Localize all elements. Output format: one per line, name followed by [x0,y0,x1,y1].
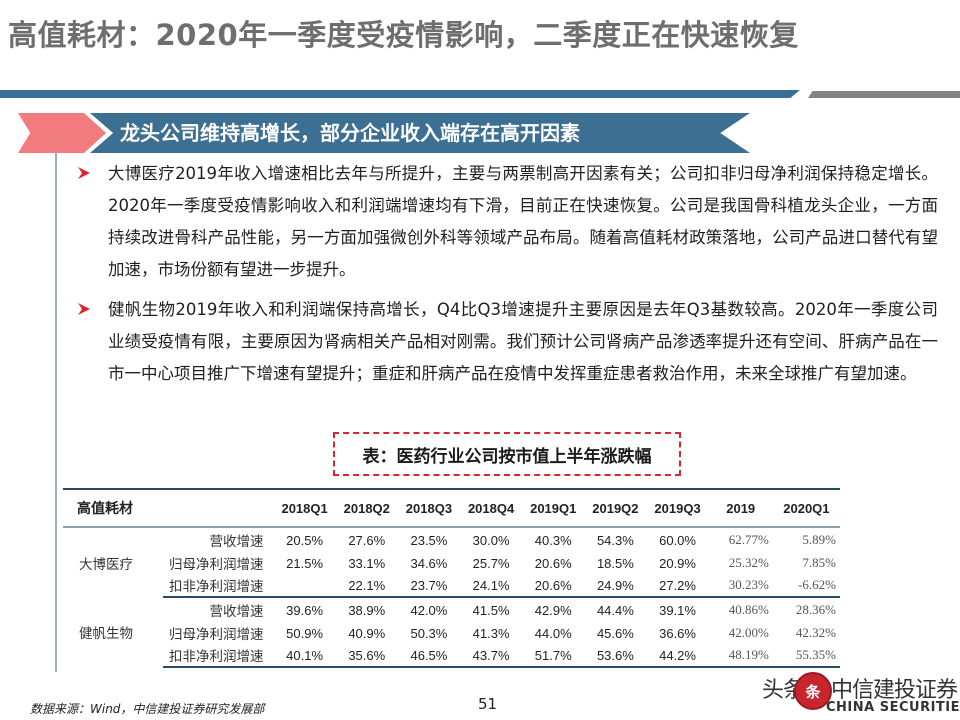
header-col: 2018Q2 [335,488,398,528]
table-cell: 39.1% [659,602,696,618]
table-cell: 41.5% [472,602,510,618]
metric-label: 扣非净利润增速 [163,644,274,668]
table-cell: 23.7% [397,574,460,598]
table-cell: 43.7% [460,644,523,668]
watermark-subtext: CHINA SECURITIES [826,700,960,715]
header-col: 2019Q1 [522,488,585,528]
table-cell: 36.6% [659,625,696,641]
header-col: 2019Q2 [584,488,647,528]
table-cell: 24.9% [584,574,647,598]
table-cell: 20.5% [286,532,324,548]
table-cell: 20.9% [659,555,696,571]
table-cell: 50.9% [286,625,324,641]
table-cell: 55.35% [772,644,840,668]
table-cell [273,574,336,598]
table-cell: 27.2% [646,574,709,598]
table-cell: 44.0% [534,625,572,641]
watermark: 头条 @中信建投证券 条 CHINA SECURITIES [762,666,960,720]
header-col: 2020Q1 [772,488,840,528]
table-cell: 51.7% [522,644,585,668]
table-cell: 42.0% [410,602,448,618]
banner-arrow-icon [18,113,106,153]
table-cell: 38.9% [348,602,386,618]
growth-table: 高值耗材 2018Q1 2018Q2 2018Q3 2018Q4 2019Q1 … [63,488,840,668]
header-col: 2019 [708,488,773,528]
table-cell: 22.1% [335,574,398,598]
metric-label: 归母净利润增速 [169,627,264,643]
table-cell: 39.6% [286,602,324,618]
company-name: 健帆生物 [79,626,133,642]
table-cell: 40.3% [534,532,572,548]
table-cell: 50.3% [410,625,448,641]
table-cell: 30.23% [708,574,773,598]
table-cell: 48.19% [708,644,773,668]
arrowhead-bullet-icon [78,167,90,179]
table-cell: 54.3% [596,532,634,548]
table-cell: 42.9% [534,602,572,618]
table-cell: 41.3% [472,625,510,641]
table-cell: 28.36% [795,602,836,617]
table-cell: 33.1% [348,555,386,571]
table-row: 扣非净利润增速 40.1% 35.6% 46.5% 43.7% 51.7% 53… [63,644,840,668]
table-cell: 60.0% [659,532,696,548]
header-rule-gray [808,91,960,98]
table-cell: 21.5% [286,555,324,571]
metric-label: 扣非净利润增速 [163,574,274,598]
table-row: 扣非净利润增速 22.1% 23.7% 24.1% 20.6% 24.9% 27… [63,574,840,598]
table-cell: 40.9% [348,625,386,641]
table-cell: 20.6% [522,574,585,598]
table-cell: 30.0% [472,532,510,548]
arrowhead-bullet-icon [78,303,90,315]
metric-label: 归母净利润增速 [169,557,264,573]
table-cell: 25.7% [472,555,510,571]
table-cell: 27.6% [348,532,386,548]
table-cell: 45.6% [596,625,634,641]
table-row: 归母净利润增速 50.9% 40.9% 50.3% 41.3% 44.0% 45… [63,622,840,644]
table-cell: 46.5% [397,644,460,668]
header-col: 2019Q3 [646,488,709,528]
metric-label: 营收增速 [209,604,264,620]
table-row: 大博医疗 营收增速 20.5% 27.6% 23.5% 30.0% 40.3% … [63,527,840,573]
left-vertical-divider [55,152,57,672]
table-cell: 24.1% [460,574,523,598]
table-cell: 34.6% [410,555,448,571]
table-cell: 42.32% [795,625,836,640]
table-cell: 20.6% [534,555,572,571]
header-col: 2018Q1 [273,488,336,528]
table-header-row: 高值耗材 2018Q1 2018Q2 2018Q3 2018Q4 2019Q1 … [63,488,840,528]
page-title: 高值耗材：2020年一季度受疫情影响，二季度正在快速恢复 [8,18,799,52]
table-cell: 42.00% [728,625,769,640]
metric-label: 营收增速 [209,534,264,550]
table-cell: -6.62% [772,574,840,598]
table-cell: 40.1% [273,644,336,668]
header-category: 高值耗材 [63,488,274,528]
data-source-note: 数据来源：Wind，中信建投证券研究发展部 [30,702,265,716]
table-cell: 23.5% [410,532,448,548]
table-cell: 25.32% [728,555,769,570]
table-cell: 40.86% [728,602,769,617]
header-col: 2018Q4 [460,488,523,528]
page-number: 51 [478,695,498,713]
table-cell: 44.2% [646,644,709,668]
watermark-logo-icon: 条 [794,672,832,710]
table-cell: 53.6% [584,644,647,668]
company-name: 大博医疗 [79,556,133,573]
table-cell: 62.77% [728,532,769,547]
header-rule-blue [0,90,800,98]
header-col: 2018Q3 [397,488,460,528]
table-cell: 18.5% [596,555,634,571]
table-cell: 7.85% [802,555,836,570]
table-cell: 5.89% [802,532,836,547]
bullet-text: 大博医疗2019年收入增速相比去年与所提升，主要与两票制高开因素有关；公司扣非归… [108,164,938,279]
table-row: 健帆生物 营收增速 39.6% 38.9% 42.0% 41.5% 42.9% … [63,597,840,642]
table-cell: 35.6% [335,644,398,668]
section-banner-text: 龙头公司维持高增长，部分企业收入端存在高开因素 [120,121,580,145]
table-row: 归母净利润增速 21.5% 33.1% 34.6% 25.7% 20.6% 18… [63,552,840,574]
table-caption: 表：医药行业公司按市值上半年涨跌幅 [333,432,681,476]
bullet-text: 健帆生物2019年收入和利润端保持高增长，Q4比Q3增速提升主要原因是去年Q3基… [108,300,938,383]
table-cell: 44.4% [596,602,634,618]
section-banner [90,113,750,153]
